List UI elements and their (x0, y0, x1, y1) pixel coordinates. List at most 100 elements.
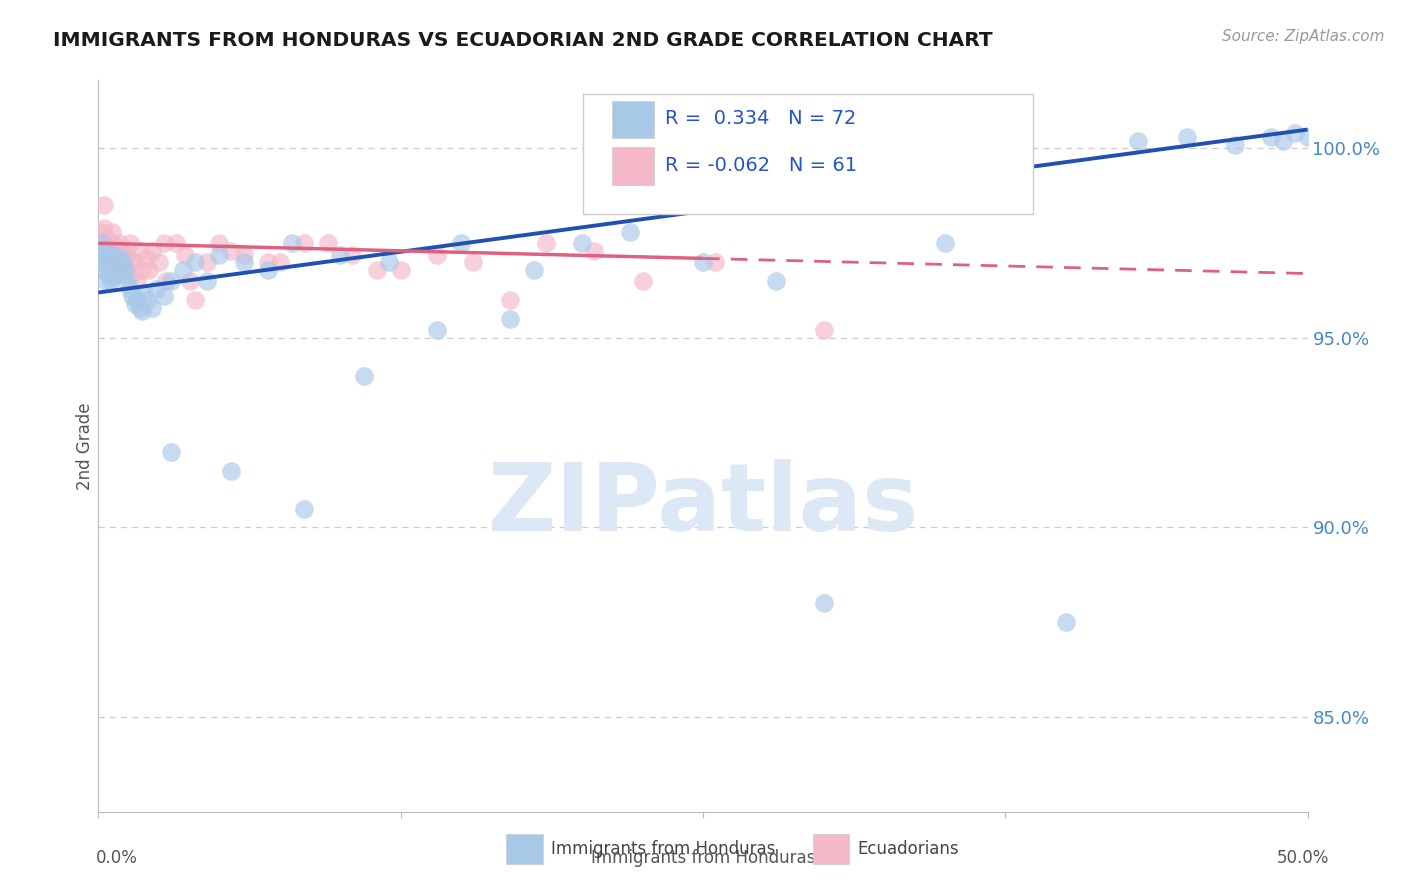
Point (134, 285, 156, 300)
Point (1128, 134, 1150, 148)
Point (292, 501, 315, 516)
Point (104, 252, 127, 266)
Point (232, 247, 254, 261)
Point (813, 323, 835, 337)
Y-axis label: 2nd Grade: 2nd Grade (76, 402, 94, 490)
Text: Source: ZipAtlas.com: Source: ZipAtlas.com (1222, 29, 1385, 44)
Point (107, 259, 129, 273)
Point (450, 236, 472, 251)
Point (108, 247, 131, 261)
Point (583, 244, 606, 258)
Point (131, 304, 153, 318)
Point (103, 255, 125, 269)
Point (127, 293, 149, 307)
Point (97, 267, 120, 281)
Point (131, 262, 153, 277)
Text: Ecuadorians: Ecuadorians (858, 840, 959, 858)
Text: 0.0%: 0.0% (96, 849, 138, 867)
Point (121, 289, 143, 303)
Point (121, 267, 143, 281)
Point (692, 255, 714, 269)
Point (94, 252, 117, 266)
Point (93, 198, 115, 212)
Point (1296, 130, 1319, 145)
Point (91, 247, 114, 261)
Point (523, 262, 546, 277)
Point (148, 255, 170, 269)
Point (619, 225, 641, 239)
Point (1260, 130, 1282, 145)
Point (104, 244, 127, 258)
Point (141, 301, 163, 315)
Point (101, 236, 124, 251)
Point (114, 262, 136, 277)
Point (107, 259, 129, 273)
Point (813, 596, 835, 610)
Point (160, 444, 183, 458)
Point (232, 255, 254, 269)
Point (98, 240, 121, 254)
Point (90, 225, 112, 239)
Point (195, 274, 218, 288)
Point (141, 244, 163, 258)
Point (94, 274, 117, 288)
Point (100, 247, 122, 261)
Point (117, 247, 139, 261)
Point (110, 244, 132, 258)
Point (1272, 134, 1295, 148)
Point (118, 282, 141, 296)
Text: 50.0%: 50.0% (1277, 849, 1329, 867)
Point (184, 255, 207, 269)
Point (145, 282, 167, 296)
Point (111, 255, 134, 269)
Text: Immigrants from Honduras: Immigrants from Honduras (551, 840, 776, 858)
Point (765, 274, 787, 288)
Point (498, 312, 520, 326)
Point (184, 293, 207, 307)
Point (128, 244, 150, 258)
Point (174, 247, 197, 261)
Point (221, 244, 243, 258)
Point (97, 255, 120, 269)
Point (128, 301, 150, 315)
Text: ZIPatlas: ZIPatlas (488, 458, 918, 550)
Point (195, 255, 218, 269)
Point (256, 262, 278, 277)
Point (100, 262, 122, 277)
Point (108, 252, 131, 266)
Point (90, 255, 112, 269)
Point (122, 255, 145, 269)
Point (94, 244, 117, 258)
Point (426, 247, 449, 261)
Point (93, 262, 115, 277)
Point (100, 255, 122, 269)
Point (100, 255, 122, 269)
Point (316, 236, 339, 251)
Point (108, 236, 131, 251)
Point (101, 270, 124, 285)
Point (498, 293, 520, 307)
Point (1054, 615, 1077, 630)
Point (101, 247, 124, 261)
Point (111, 255, 134, 269)
Point (179, 274, 201, 288)
Point (155, 274, 177, 288)
Point (1175, 130, 1198, 145)
Point (100, 274, 122, 288)
Point (934, 236, 956, 251)
Point (111, 267, 134, 281)
Point (1223, 137, 1246, 152)
Text: R = -0.062   N = 61: R = -0.062 N = 61 (665, 155, 858, 175)
Point (571, 236, 593, 251)
Point (172, 262, 194, 277)
Point (256, 255, 278, 269)
Point (152, 289, 174, 303)
Point (107, 255, 129, 269)
Point (110, 262, 132, 277)
Point (105, 267, 128, 281)
Point (426, 323, 449, 337)
Point (463, 255, 485, 269)
Point (108, 255, 131, 269)
Point (152, 236, 174, 251)
Point (96, 232, 118, 246)
